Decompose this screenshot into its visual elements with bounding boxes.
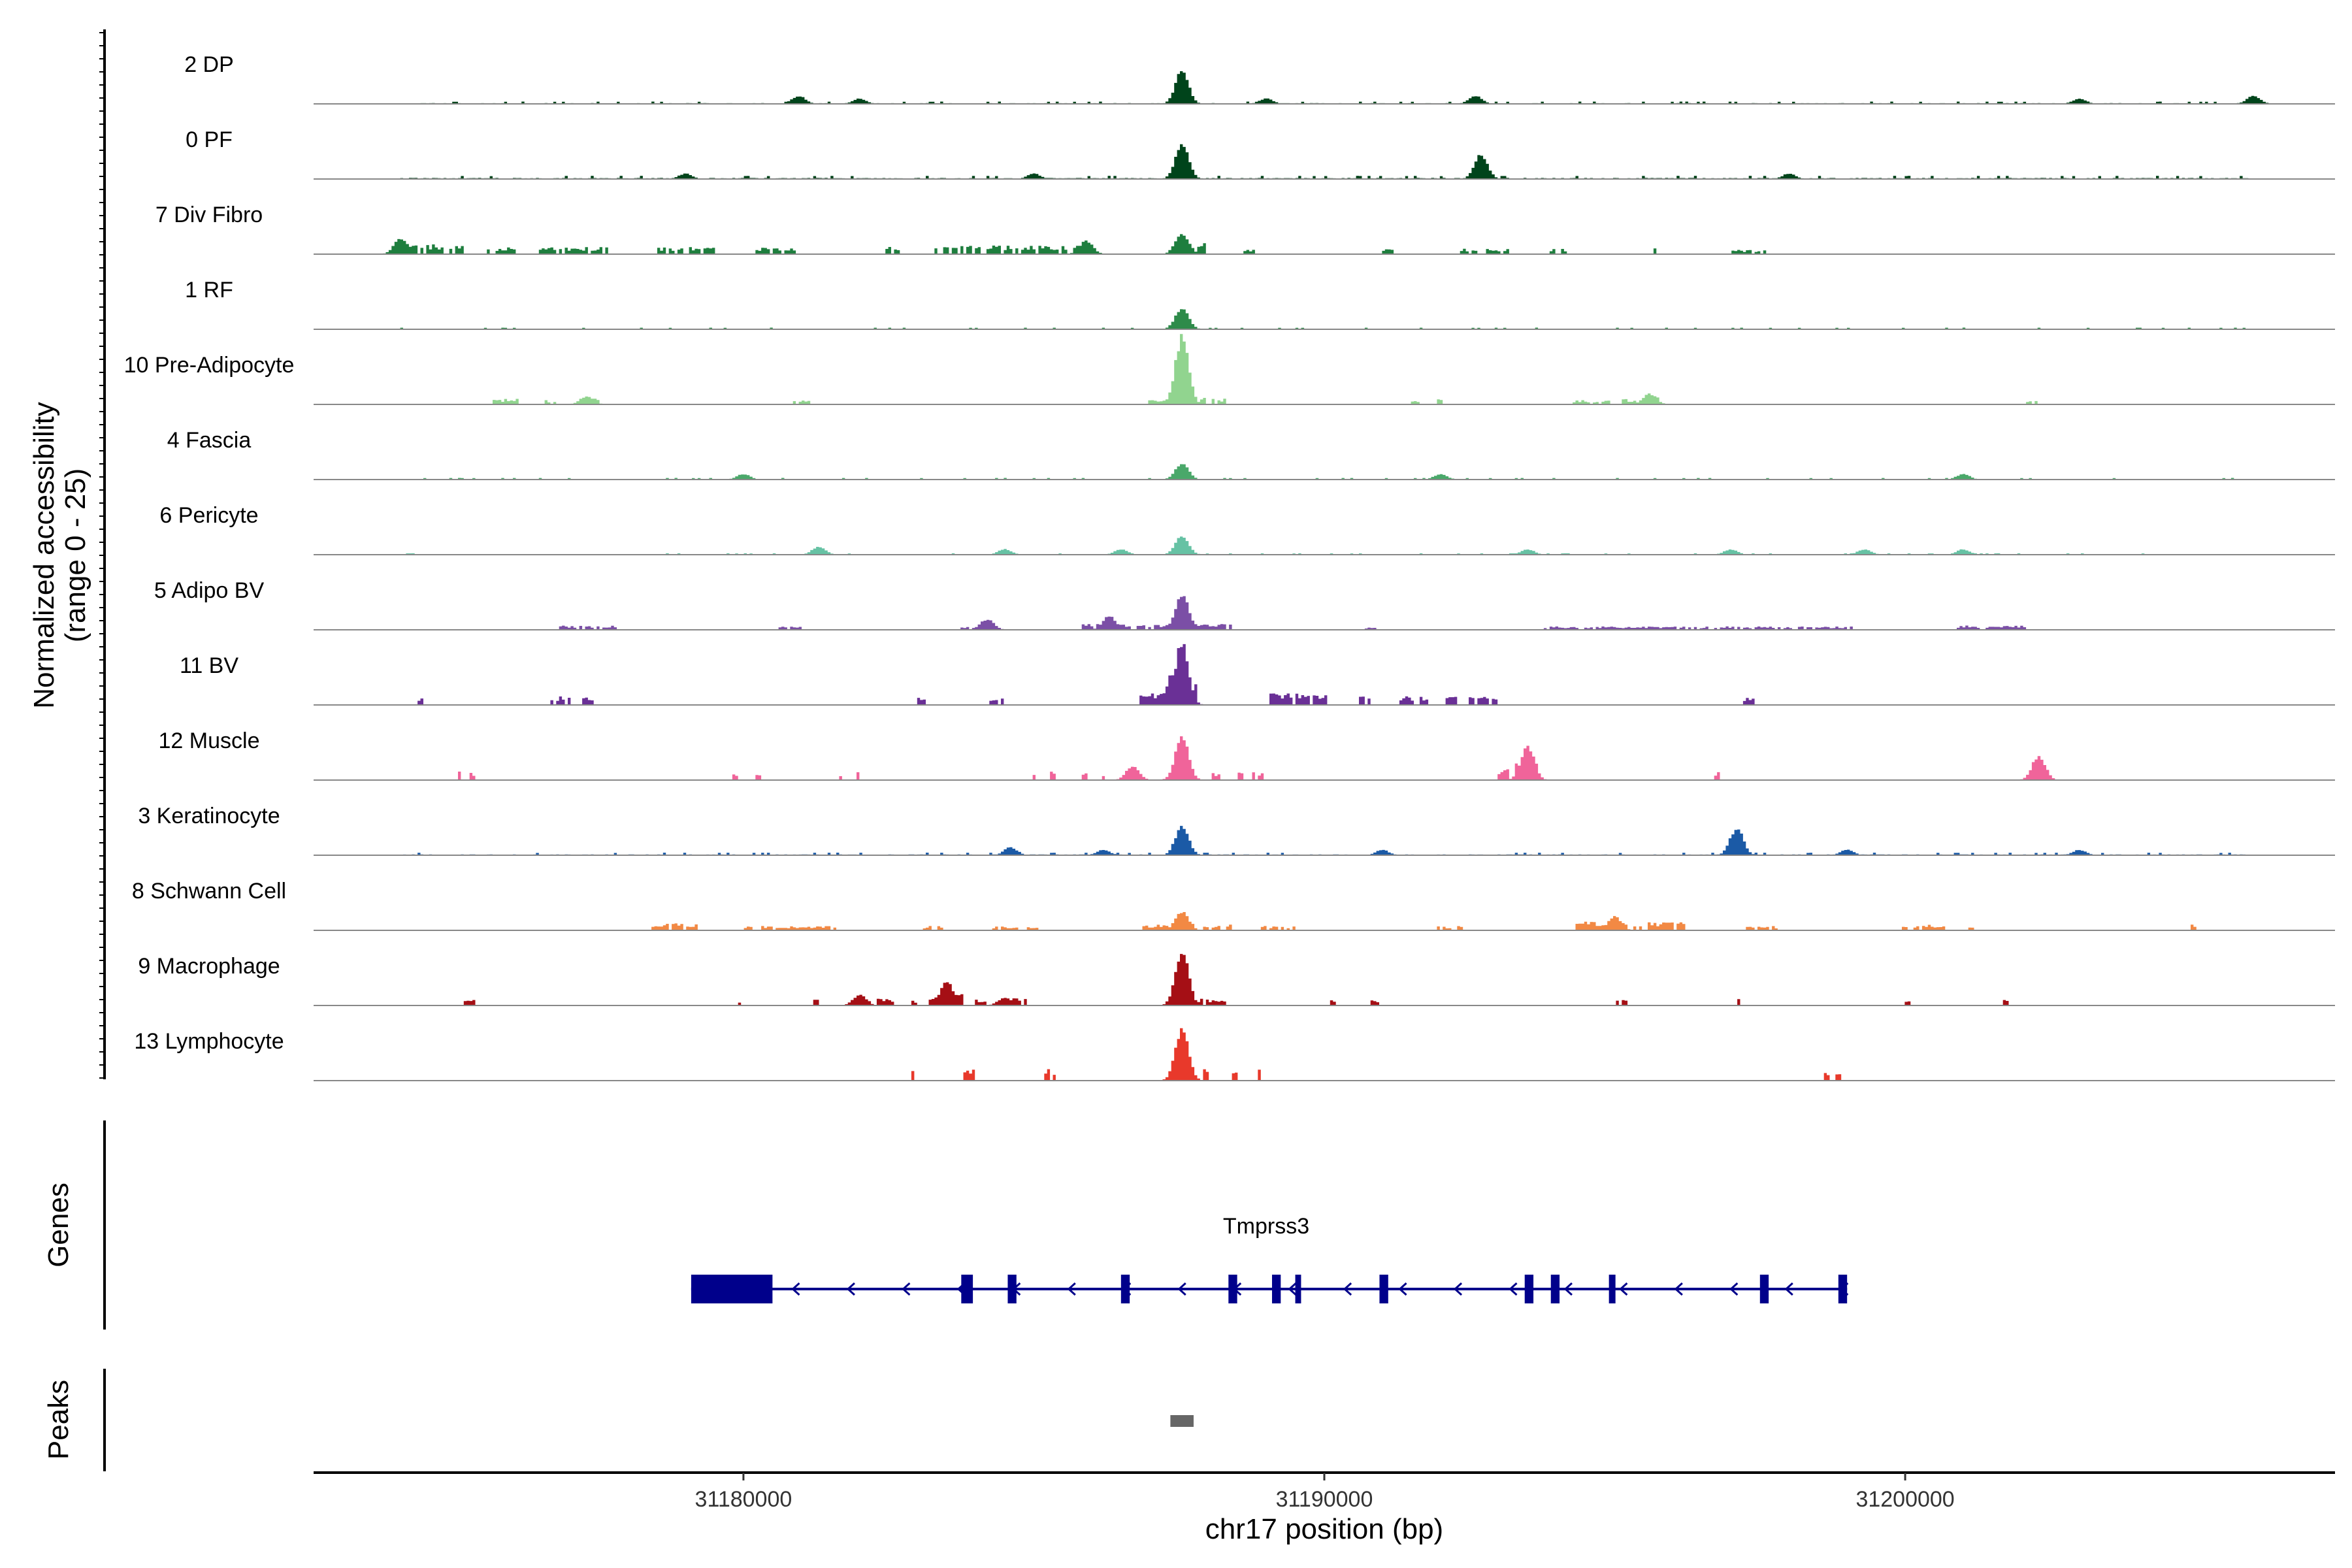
- strand-arrow: [1067, 1282, 1076, 1296]
- track-label: 7 Div Fibro: [155, 203, 263, 227]
- track-label: 1 RF: [185, 278, 233, 302]
- track-label: 13 Lymphocyte: [134, 1029, 284, 1054]
- gene-exon-marker: [1295, 1275, 1301, 1303]
- strand-arrow: [1674, 1282, 1683, 1296]
- coverage-y-axis-ticks: [99, 32, 105, 1079]
- track-label: 11 BV: [180, 653, 238, 678]
- strand-arrow: [902, 1282, 911, 1296]
- coverage-area: [314, 1028, 2335, 1081]
- coverage-area: [314, 644, 2335, 705]
- coverage-area: [314, 309, 2335, 329]
- track-label: 5 Adipo BV: [154, 578, 265, 603]
- gene-exon: [1609, 1275, 1616, 1303]
- track-12-muscle: 12 Muscle: [159, 728, 2335, 781]
- strand-arrow: [1619, 1282, 1628, 1296]
- track-5-adipo-bv: 5 Adipo BV: [154, 578, 2335, 630]
- gene-exon: [1524, 1275, 1534, 1303]
- gene-utr-block: [691, 1275, 773, 1303]
- coverage-area: [314, 596, 2335, 630]
- peaks-panel-label: Peaks: [42, 1380, 74, 1460]
- track-4-fascia: 4 Fascia: [167, 428, 2335, 480]
- track-7-div-fibro: 7 Div Fibro: [155, 203, 2335, 255]
- strand-arrow: [1509, 1282, 1518, 1296]
- track-label: 4 Fascia: [167, 428, 252, 453]
- coverage-tracks: 2 DP 0 PF 7 Div Fibro 1 RF 10 Pre-Adipocyte 4…: [124, 52, 2335, 1081]
- gene-exon: [1120, 1275, 1130, 1303]
- coverage-area: [314, 234, 2335, 254]
- strand-arrow: [846, 1282, 855, 1296]
- strand-arrow: [1453, 1282, 1463, 1296]
- coverage-area: [314, 536, 2335, 555]
- track-6-pericyte: 6 Pericyte: [159, 503, 2335, 555]
- genes-panel-label: Genes: [42, 1183, 74, 1267]
- strand-arrow: [791, 1282, 800, 1296]
- gene-exon: [1379, 1275, 1388, 1303]
- track-10-pre-adipocyte: 10 Pre-Adipocyte: [124, 334, 2335, 405]
- track-label: 6 Pericyte: [159, 503, 258, 528]
- track-label: 0 PF: [186, 127, 233, 152]
- gene-exon: [1759, 1275, 1769, 1303]
- x-tick-label: 31200000: [1855, 1487, 1954, 1512]
- gene-exon: [961, 1275, 973, 1303]
- track-8-schwann-cell: 8 Schwann Cell: [132, 879, 2335, 931]
- strand-arrow: [1563, 1282, 1573, 1296]
- x-tick-label: 31180000: [695, 1487, 792, 1512]
- x-axis-ticks: 31180000 31190000 31200000: [695, 1473, 1955, 1512]
- track-9-macrophage: 9 Macrophage: [138, 954, 2335, 1006]
- gene-name-label: Tmprss3: [1223, 1214, 1309, 1239]
- coverage-area: [314, 464, 2335, 480]
- gene-exon: [1228, 1275, 1237, 1303]
- track-11-bv: 11 BV: [180, 644, 2335, 706]
- track-label: 9 Macrophage: [138, 954, 280, 979]
- strand-arrow: [1288, 1282, 1297, 1296]
- gene-model: [691, 1275, 1849, 1303]
- coverage-area: [314, 144, 2335, 179]
- coverage-area: [314, 826, 2335, 855]
- track-3-keratinocyte: 3 Keratinocyte: [138, 804, 2335, 856]
- strand-arrow: [1729, 1282, 1739, 1296]
- peak-region: [1170, 1415, 1194, 1427]
- peak-regions: [1170, 1415, 1194, 1427]
- track-13-lymphocyte: 13 Lymphocyte: [134, 1028, 2335, 1081]
- track-2-dp: 2 DP: [184, 52, 2335, 105]
- gene-exon: [1007, 1275, 1017, 1303]
- track-label: 8 Schwann Cell: [132, 879, 286, 904]
- strand-arrow: [1398, 1282, 1407, 1296]
- y-axis-range: (range 0 - 25): [59, 468, 91, 643]
- x-axis-title: chr17 position (bp): [1205, 1513, 1443, 1545]
- gene-exon: [1271, 1275, 1281, 1303]
- track-1-rf: 1 RF: [185, 278, 2335, 330]
- strand-arrow: [1343, 1282, 1352, 1296]
- x-tick-label: 31190000: [1276, 1487, 1373, 1512]
- track-0-pf: 0 PF: [186, 127, 2335, 180]
- coverage-area: [314, 736, 2335, 780]
- y-axis-title: Normalized accessibility: [28, 402, 60, 708]
- track-label: 3 Keratinocyte: [138, 804, 280, 828]
- coverage-area: [314, 954, 2335, 1005]
- track-label: 10 Pre-Adipocyte: [124, 353, 295, 378]
- coverage-area: [314, 71, 2335, 104]
- track-label: 2 DP: [184, 52, 234, 77]
- gene-exon: [1550, 1275, 1560, 1303]
- track-label: 12 Muscle: [159, 728, 260, 753]
- coverage-area: [314, 912, 2335, 930]
- coverage-area: [314, 334, 2335, 404]
- gene-exon: [1838, 1275, 1848, 1303]
- strand-arrow: [1784, 1282, 1793, 1296]
- strand-arrow: [1177, 1282, 1186, 1296]
